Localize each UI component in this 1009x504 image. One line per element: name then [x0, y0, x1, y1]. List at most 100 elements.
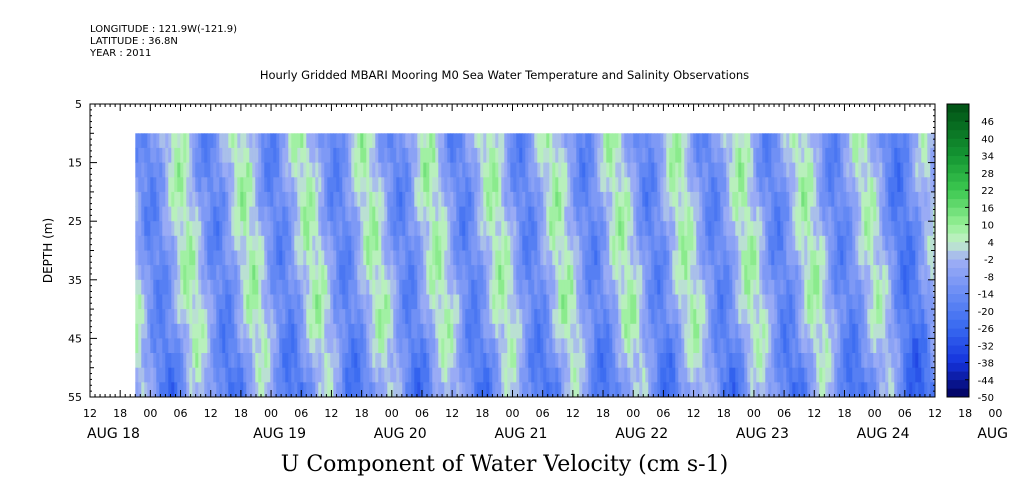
latitude-label: LATITUDE : 36.8N [90, 36, 178, 47]
heatmap-cell [756, 382, 760, 398]
heatmap-cell [837, 279, 841, 295]
heatmap-cell [144, 133, 148, 149]
heatmap-cell [660, 382, 664, 398]
heatmap-cell [165, 367, 169, 383]
heatmap-cell [384, 353, 388, 369]
heatmap-cell [294, 323, 298, 339]
heatmap-cell [174, 191, 178, 207]
heatmap-cell [921, 294, 925, 310]
heatmap-cell [297, 279, 301, 295]
heatmap-cell [237, 221, 241, 237]
heatmap-cell [921, 338, 925, 354]
heatmap-cell [396, 265, 400, 281]
heatmap-cell [729, 221, 733, 237]
heatmap-cell [468, 235, 472, 251]
heatmap-cell [243, 367, 247, 383]
heatmap-cell [789, 133, 793, 149]
heatmap-cell [723, 382, 727, 398]
heatmap-cell [435, 177, 439, 193]
heatmap-cell [867, 353, 871, 369]
heatmap-cell [591, 265, 595, 281]
heatmap-cell [267, 382, 271, 398]
heatmap-cell [534, 162, 538, 178]
heatmap-cell [267, 309, 271, 325]
y-tick-label: 35 [68, 274, 82, 287]
heatmap-cell [462, 177, 466, 193]
heatmap-cell [318, 294, 322, 310]
heatmap-cell [441, 323, 445, 339]
heatmap-cell [360, 147, 364, 163]
heatmap-cell [714, 353, 718, 369]
heatmap-cell [549, 177, 553, 193]
heatmap-cell [300, 221, 304, 237]
heatmap-cell [744, 367, 748, 383]
heatmap-cell [354, 235, 358, 251]
heatmap-cell [873, 265, 877, 281]
heatmap-cell [774, 147, 778, 163]
heatmap-cell [336, 382, 340, 398]
heatmap-cell [654, 338, 658, 354]
heatmap-cell [555, 235, 559, 251]
heatmap-cell [336, 353, 340, 369]
heatmap-cell [885, 147, 889, 163]
heatmap-cell [891, 147, 895, 163]
heatmap-cell [927, 338, 931, 354]
heatmap-cell [315, 235, 319, 251]
heatmap-cell [651, 294, 655, 310]
heatmap-cell [687, 265, 691, 281]
heatmap-cell [516, 338, 520, 354]
heatmap-cell [195, 206, 199, 222]
heatmap-cell [822, 294, 826, 310]
heatmap-cell [195, 323, 199, 339]
heatmap-cell [609, 382, 613, 398]
heatmap-cell [528, 206, 532, 222]
heatmap-cell [345, 133, 349, 149]
heatmap-cell [588, 191, 592, 207]
heatmap-cell [342, 250, 346, 266]
heatmap-cell [408, 338, 412, 354]
heatmap-cell [165, 162, 169, 178]
heatmap-cell [876, 309, 880, 325]
heatmap-cell [240, 279, 244, 295]
heatmap-cell [351, 162, 355, 178]
heatmap-cell [468, 133, 472, 149]
heatmap-cell [897, 367, 901, 383]
heatmap-cell [555, 279, 559, 295]
heatmap-cell [288, 353, 292, 369]
heatmap-cell [780, 162, 784, 178]
heatmap-cell [597, 147, 601, 163]
heatmap-cell [672, 235, 676, 251]
heatmap-cell [183, 191, 187, 207]
heatmap-cell [270, 250, 274, 266]
heatmap-cell [636, 206, 640, 222]
heatmap-cell [147, 147, 151, 163]
heatmap-cell [882, 367, 886, 383]
heatmap-cell [858, 206, 862, 222]
heatmap-cell [411, 162, 415, 178]
heatmap-cell [834, 235, 838, 251]
heatmap-cell [822, 353, 826, 369]
heatmap-cell [687, 382, 691, 398]
heatmap-cell [138, 338, 142, 354]
heatmap-cell [813, 323, 817, 339]
heatmap-cell [228, 250, 232, 266]
heatmap-cell [399, 279, 403, 295]
heatmap-cell [738, 147, 742, 163]
heatmap-cell [417, 309, 421, 325]
heatmap-cell [168, 221, 172, 237]
heatmap-cell [576, 265, 580, 281]
heatmap-cell [906, 221, 910, 237]
heatmap-cell [210, 367, 214, 383]
heatmap-cell [351, 250, 355, 266]
heatmap-cell [534, 235, 538, 251]
heatmap-cell [423, 294, 427, 310]
heatmap-cell [411, 382, 415, 398]
heatmap-cell [384, 382, 388, 398]
heatmap-cell [426, 367, 430, 383]
heatmap-cell [174, 279, 178, 295]
heatmap-cell [930, 250, 934, 266]
heatmap-cell [198, 367, 202, 383]
heatmap-cell [327, 294, 331, 310]
heatmap-cell [381, 133, 385, 149]
heatmap-cell [261, 367, 265, 383]
